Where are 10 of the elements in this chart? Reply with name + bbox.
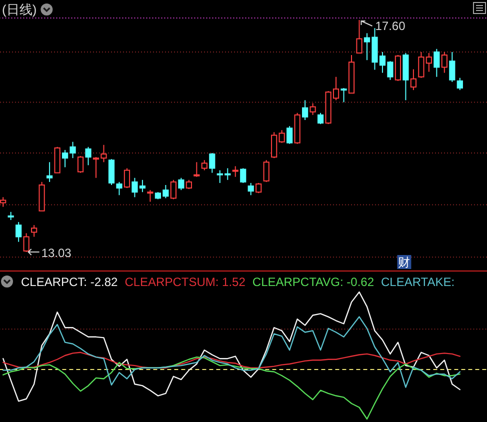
annotation: 13.03 (28, 246, 72, 260)
annotation: 财 (397, 255, 412, 270)
legend-item: CLEARPCT: -2.82 (21, 275, 118, 289)
annotation: 17.60 (360, 19, 406, 33)
legend-item: CLEARTAKE: (381, 275, 455, 289)
annotation: 17.60 (375, 19, 406, 33)
legend-item: CLEARPCTSUM: 1.52 (124, 275, 246, 289)
title: (日线) (2, 2, 37, 17)
annotation: 13.03 (41, 246, 72, 260)
legend-item: CLEARPCTAVG: -0.62 (252, 275, 374, 289)
